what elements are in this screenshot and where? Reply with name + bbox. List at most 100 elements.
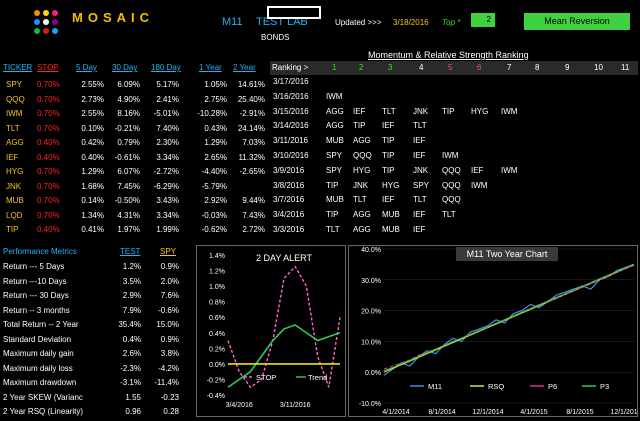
ranking-column-header: 8 [535,63,540,72]
metric-value: -11.4% [154,378,179,387]
metric-value: 7.6% [160,291,179,300]
perf-cell: 2.92% [204,196,227,205]
y-tick-label: -0.4% [207,393,225,400]
metric-label: Total Return -- 2 Year [3,320,79,329]
ranking-item: MUB [326,195,344,205]
perf-cell: -0.21% [114,123,140,133]
ranking-item: TIP [326,210,339,220]
perf-cell: -6.29% [153,181,179,191]
perf-header: 180 Day [151,63,181,72]
perf-cell: 7.43% [242,210,265,220]
y-tick-label: 0.8% [209,300,225,307]
ranking-item: IEF [382,195,395,205]
perf-cell: -0.61% [114,152,140,162]
perf-cell: 0.40% [37,225,60,234]
ranking-column-header: 9 [565,63,570,72]
ranking-item: SPY [326,165,343,175]
ticker-cell: TIP [6,225,19,234]
ranking-item: HYG [471,106,489,116]
perf-cell: 14.61% [237,80,265,89]
mean-reversion-button[interactable]: Mean Reversion [524,13,630,30]
ranking-header-row: Ranking > 1 2 3 4 5 6 7 8 9 10 11 [270,61,638,75]
perf-cell: 2.30% [156,138,179,147]
metric-value: 1.55 [125,392,141,402]
ranking-column-header: 3 [388,63,393,72]
ticker-cell: AGG [6,138,24,147]
perf-cell: 6.07% [117,167,140,176]
metric-value: 1.2% [122,262,141,271]
metric-value: 0.28 [163,407,179,416]
ranking-item: QQQ [353,151,372,160]
perf-cell: 1.99% [156,225,179,234]
ranking-item: SPY [326,151,343,160]
perf-cell: 2.65% [204,152,227,162]
ranking-item: IEF [382,121,395,131]
metrics-header: SPY [160,247,177,256]
ranking-item: TLT [413,195,427,205]
chart-title: 2 DAY ALERT [256,253,313,263]
legend-label: P3 [600,382,609,391]
ranking-item: MUB [382,210,400,220]
metric-value: -2.3% [120,363,141,373]
two-year-chart: 40.0% 30.0% 20.0% 10.0% 0.0% -10.0% M11 Two Ye… [348,245,638,417]
perf-cell: -5.79% [201,181,227,191]
ranking-header-label: Ranking > [272,63,309,72]
chart-title-box [456,247,558,261]
perf-cell: -2.65% [239,167,265,176]
perf-cell: -10.28% [197,109,227,118]
ranking-item: TLT [442,210,456,220]
metric-label: Standard Deviation [3,334,72,344]
ranking-date: 3/15/2016 [273,106,309,116]
ranking-item: AGG [353,210,371,220]
x-tick-label: 12/1/2015 [610,409,638,416]
y-tick-label: 1.4% [209,253,225,260]
ranking-item: TIP [382,136,395,146]
chart-title: M11 Two Year Chart [467,249,548,259]
perf-header: 5 Day [76,63,97,72]
perf-cell: -5.01% [153,109,179,118]
ranking-column-header: 4 [419,63,424,72]
ranking-table: Ranking > 1 2 3 4 5 6 7 8 9 10 11 3/17/2016 3/16/2016… [270,61,638,237]
legend-label: RSQ [488,382,504,391]
perf-header: 1 Year [199,63,222,72]
logo-dot [34,28,40,34]
ranking-item: JNK [353,180,369,190]
x-tick-label: 3/4/2016 [226,402,253,409]
y-tick-label: 20.0% [361,309,381,316]
ranking-item: IWM [501,165,518,175]
y-tick-label: 1.2% [209,269,225,276]
perf-cell: 0.43% [204,123,227,133]
perf-cell: 1.97% [117,225,140,234]
ranking-item: TLT [382,106,396,116]
y-tick-label: 0.2% [209,346,225,353]
perf-cell: 7.40% [156,123,179,133]
perf-cell: -0.62% [201,225,227,234]
perf-header: 30 Day [112,63,138,72]
perf-cell: 7.45% [117,181,140,191]
perf-cell: 0.14% [81,196,104,205]
metrics-header: TEST [120,247,141,256]
metric-value: -0.6% [158,305,179,315]
y-tick-label: -10.0% [359,401,381,408]
ranking-item: IEF [413,210,426,220]
perf-cell: 4.90% [117,94,140,104]
ranking-item: TIP [442,106,455,116]
metric-label: Return --- 30 Days [3,291,69,300]
ticker-cell: IEF [6,152,19,162]
metric-label: Return -- 3 months [3,305,70,315]
perf-cell: 2.75% [204,94,227,104]
x-tick-label: 4/1/2014 [382,409,409,416]
top-value-input[interactable]: 2 [471,13,495,27]
metric-value: -3.1% [120,378,141,387]
metric-label: 2 Year RSQ (Linearity) [3,407,84,416]
ticker-cell: JNK [6,181,22,191]
series-line [383,263,635,372]
ranking-column-header: 11 [621,63,630,72]
ranking-column-header: 7 [507,63,512,72]
perf-cell: 3.43% [156,196,179,205]
ranking-title: Momentum & Relative Strength Ranking [368,50,529,60]
perf-cell: 2.55% [81,80,104,89]
y-tick-label: 1.0% [209,284,225,291]
perf-cell: -2.91% [239,109,265,118]
perf-cell: 0.40% [81,152,104,162]
